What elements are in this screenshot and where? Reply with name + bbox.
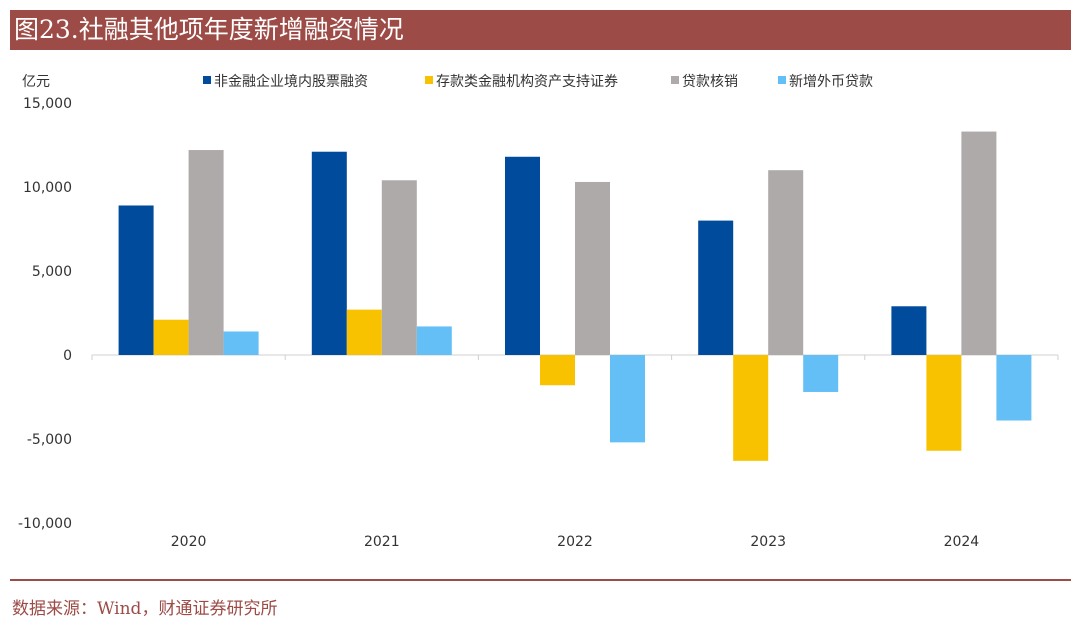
bar-2021-2	[381, 180, 417, 355]
legend-swatch	[671, 76, 679, 84]
bar-2023-0	[698, 220, 734, 355]
bar-2020-1	[153, 319, 189, 355]
source-note: 数据来源：Wind，财通证券研究所	[12, 599, 278, 619]
x-tick-label: 2021	[364, 534, 400, 550]
legend-label: 存款类金融机构资产支持证券	[436, 74, 618, 90]
bar-2021-0	[311, 151, 347, 355]
x-tick-label: 2022	[557, 534, 593, 550]
bar-2022-2	[575, 181, 610, 355]
bar-2022-3	[610, 355, 645, 443]
bar-2020-0	[118, 205, 154, 355]
x-tick-label: 2023	[750, 534, 786, 550]
y-axis-label: 亿元	[22, 74, 50, 90]
legend-swatch	[778, 76, 786, 84]
bar-2023-2	[768, 170, 804, 355]
bar-2024-3	[996, 355, 1032, 421]
x-tick-label: 2024	[944, 534, 980, 550]
bar-2023-3	[803, 355, 839, 392]
legend-label: 非金融企业境内股票融资	[214, 73, 368, 90]
y-tick-label: 15,000	[23, 96, 72, 112]
bar-2020-2	[188, 150, 224, 355]
bar-2021-1	[346, 309, 382, 355]
x-tick-label: 2020	[171, 534, 207, 550]
legend-swatch	[425, 76, 433, 84]
legend-label: 新增外币贷款	[789, 74, 873, 90]
bar-2022-1	[540, 355, 575, 386]
bar-2024-0	[891, 306, 927, 355]
y-tick-label: 5,000	[32, 264, 72, 280]
y-tick-label: 0	[63, 348, 72, 364]
y-tick-label: 10,000	[23, 180, 72, 196]
divider	[10, 579, 1071, 581]
bar-2023-1	[733, 355, 769, 461]
legend-swatch	[203, 76, 211, 84]
legend-label: 贷款核销	[682, 74, 738, 90]
y-tick-label: -10,000	[18, 516, 72, 532]
bar-2021-3	[416, 326, 452, 355]
chart-title: 图23.社融其他项年度新增融资情况	[10, 10, 1071, 50]
bar-2024-2	[961, 131, 997, 355]
bar-2024-1	[926, 355, 962, 451]
bar-2020-3	[223, 331, 259, 355]
y-tick-label: -5,000	[27, 432, 72, 448]
bar-chart: 亿元 15,000 10,000 5,000 0 -5,000 -10,000 2020 202…	[18, 73, 1059, 550]
bar-2022-0	[505, 156, 540, 355]
